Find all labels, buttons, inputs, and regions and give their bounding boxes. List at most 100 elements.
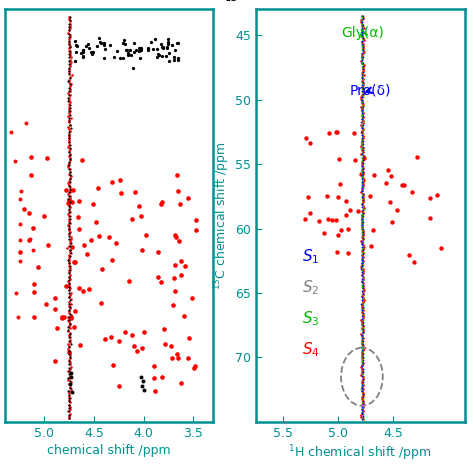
Point — [359, 144, 366, 151]
Point — [67, 233, 74, 240]
Point — [65, 269, 73, 277]
Point — [359, 348, 366, 356]
Point — [66, 325, 74, 332]
Point — [359, 334, 366, 342]
Point — [358, 387, 366, 395]
Point — [358, 255, 366, 263]
Point — [359, 87, 366, 95]
Point — [301, 215, 309, 222]
Point — [360, 50, 367, 58]
Point — [65, 412, 73, 419]
Point — [65, 343, 73, 350]
Point — [66, 237, 73, 245]
Point — [359, 68, 366, 76]
Point — [359, 369, 366, 376]
Point — [42, 300, 50, 308]
Point — [65, 199, 73, 207]
Point — [184, 355, 192, 362]
Point — [358, 31, 366, 38]
Point — [358, 251, 366, 258]
Point — [359, 306, 367, 314]
Point — [358, 53, 366, 60]
Point — [109, 361, 117, 369]
Point — [358, 58, 366, 65]
Point — [358, 56, 365, 64]
Point — [67, 300, 74, 308]
Point — [65, 213, 73, 220]
Point — [359, 350, 366, 357]
Point — [357, 265, 365, 273]
Point — [65, 337, 73, 345]
Point — [66, 31, 73, 39]
Point — [136, 45, 143, 52]
Point — [358, 175, 366, 182]
Point — [359, 236, 366, 243]
Point — [359, 174, 367, 182]
Point — [51, 357, 59, 365]
Point — [360, 235, 367, 243]
Point — [359, 140, 366, 148]
Point — [359, 413, 367, 420]
Point — [160, 325, 167, 333]
Point — [359, 284, 367, 292]
Text: b: b — [225, 0, 238, 5]
Point — [65, 152, 73, 160]
Point — [71, 324, 78, 331]
Point — [64, 313, 72, 321]
Point — [66, 354, 74, 361]
Point — [359, 389, 366, 397]
Point — [357, 413, 365, 421]
Point — [73, 42, 80, 49]
Point — [358, 201, 366, 208]
Point — [358, 78, 366, 86]
Point — [357, 18, 365, 26]
Point — [65, 404, 73, 412]
Point — [359, 12, 366, 20]
Point — [358, 30, 366, 38]
Point — [94, 185, 101, 192]
Point — [358, 322, 365, 329]
Point — [66, 91, 74, 99]
X-axis label: $^{1}$H chemical shift /ppm: $^{1}$H chemical shift /ppm — [288, 444, 432, 464]
Point — [66, 399, 73, 406]
Point — [367, 242, 375, 250]
Point — [359, 191, 366, 198]
Point — [360, 294, 367, 301]
Point — [171, 56, 178, 64]
Point — [358, 275, 366, 283]
Point — [358, 315, 366, 323]
Point — [66, 410, 73, 418]
Point — [359, 46, 366, 54]
Point — [65, 71, 73, 78]
Point — [66, 81, 74, 88]
Point — [335, 231, 342, 238]
Point — [66, 195, 73, 202]
Point — [359, 210, 366, 218]
Point — [174, 56, 182, 64]
Point — [358, 192, 366, 200]
Point — [358, 406, 366, 414]
Point — [358, 340, 365, 348]
Point — [67, 56, 74, 64]
Point — [67, 314, 75, 321]
Point — [106, 41, 113, 49]
Point — [359, 53, 367, 60]
Point — [65, 414, 73, 422]
Point — [360, 185, 367, 192]
Point — [359, 168, 366, 176]
Point — [358, 178, 366, 185]
Point — [65, 269, 73, 276]
Point — [65, 125, 73, 133]
Point — [359, 337, 366, 345]
Point — [64, 374, 72, 382]
Point — [66, 334, 74, 341]
Point — [27, 172, 35, 179]
Point — [174, 54, 182, 62]
Point — [360, 205, 367, 212]
Point — [65, 103, 73, 110]
Point — [359, 113, 366, 121]
Point — [359, 329, 367, 337]
Point — [150, 374, 157, 382]
Point — [64, 327, 72, 335]
Point — [359, 403, 367, 411]
